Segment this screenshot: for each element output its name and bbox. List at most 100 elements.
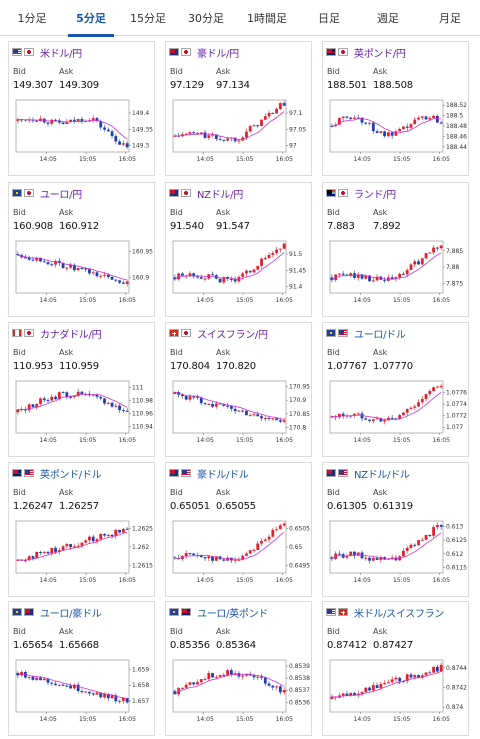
ask-value: 1.65668 <box>59 640 99 651</box>
candle <box>405 123 409 131</box>
candle <box>417 399 420 408</box>
x-tick-label: 16:05 <box>119 156 136 163</box>
candle <box>207 403 211 405</box>
pair-name-link[interactable]: スイスフラン/円 <box>197 329 268 341</box>
pair-name-link[interactable]: 米ドル/スイスフラン <box>354 608 445 620</box>
x-tick-label: 14:05 <box>197 156 214 163</box>
candle <box>61 683 65 686</box>
candle <box>402 548 405 558</box>
candle <box>203 130 207 140</box>
candle <box>35 551 39 559</box>
pair-name-link[interactable]: NZドル/ドル <box>354 469 410 481</box>
candle <box>364 274 368 280</box>
x-tick-label: 16:05 <box>119 297 136 304</box>
candle <box>118 139 121 145</box>
pair-name-link[interactable]: ユーロ/英ポンド <box>197 608 268 620</box>
candle <box>61 261 65 269</box>
pair-name-link[interactable]: カナダドル/円 <box>40 329 102 341</box>
rate-card[interactable]: 英ポンド/円 Bid Ask 188.501 188.508 188.52 188.5 188… <box>322 41 469 176</box>
moving-average-line <box>331 391 442 421</box>
candle <box>417 674 420 678</box>
rate-card[interactable]: NZドル/ドル Bid Ask 0.61305 0.61319 0.613 0.6125 0.… <box>322 462 469 597</box>
y-tick-label: 0.613 <box>446 523 463 530</box>
pair-name-link[interactable]: NZドル/円 <box>197 189 243 201</box>
pair-name-link[interactable]: 豪ドル/円 <box>197 48 239 60</box>
candle <box>226 402 230 409</box>
tab-timeframe[interactable]: 週足 <box>377 12 399 25</box>
y-tick-label: 1.0772 <box>446 413 467 420</box>
tab-timeframe[interactable]: 1時間足 <box>247 12 287 25</box>
jp-flag-icon <box>24 329 34 337</box>
x-tick-label: 16:05 <box>276 577 293 584</box>
moving-average-line <box>331 252 442 281</box>
pair-name-link[interactable]: ユーロ/円 <box>40 189 82 201</box>
moving-average-line <box>174 531 285 560</box>
rate-card[interactable]: ユーロ/ドル Bid Ask 1.07767 1.07770 1.0776 1.0774 1.… <box>322 322 469 457</box>
candle <box>383 680 387 686</box>
candle <box>184 682 188 689</box>
candle <box>252 268 256 274</box>
rate-card[interactable]: 米ドル/スイスフラン Bid Ask 0.87412 0.87427 0.8744 0.87… <box>322 601 469 736</box>
y-tick-label: 1.0774 <box>446 401 467 408</box>
y-tick-label: 0.8744 <box>446 665 467 672</box>
pair-name-link[interactable]: 豪ドル/ドル <box>197 469 249 481</box>
y-tick-label: 188.44 <box>446 144 467 151</box>
ask-label: Ask <box>216 627 231 636</box>
candle <box>420 673 424 680</box>
tab-timeframe[interactable]: 1分足 <box>17 12 47 25</box>
candle <box>402 126 405 130</box>
candle <box>432 386 435 392</box>
y-tick-label: 7.885 <box>446 248 463 255</box>
candle <box>54 681 57 686</box>
pair-name-link[interactable]: ランド/円 <box>354 189 396 201</box>
pair-name-link[interactable]: 英ポンド/ドル <box>40 469 102 481</box>
tab-timeframe[interactable]: 月足 <box>439 12 461 25</box>
candle <box>386 131 390 137</box>
y-tick-label: 111 <box>132 385 144 392</box>
gb-flag-icon <box>326 48 336 56</box>
moving-average-line <box>331 118 442 134</box>
candle <box>54 259 57 268</box>
rate-card[interactable]: ランド/円 Bid Ask 7.883 7.892 7.885 7.88 7.875 14:05… <box>322 182 469 317</box>
rate-card[interactable]: ユーロ/円 Bid Ask 160.908 160.912 160.95 160.9 14:0… <box>8 182 155 317</box>
candle <box>121 527 125 534</box>
y-tick-label: 1.2625 <box>132 525 153 532</box>
tab-timeframe[interactable]: 30分足 <box>188 12 224 25</box>
candle <box>207 670 211 681</box>
pair-name-link[interactable]: 英ポンド/円 <box>354 48 406 60</box>
candle <box>16 671 20 679</box>
y-tick-label: 188.48 <box>446 123 467 130</box>
candle <box>252 124 256 127</box>
tab-timeframe[interactable]: 5分足 <box>60 0 122 37</box>
rate-card[interactable]: ユーロ/英ポンド Bid Ask 0.85356 0.85364 0.8539 0.8538… <box>165 601 312 736</box>
candle <box>439 384 443 390</box>
candle <box>121 697 125 704</box>
candle <box>192 681 196 686</box>
candle <box>371 277 375 283</box>
eu-flag-icon <box>169 608 179 616</box>
bid-value: 7.883 <box>327 221 355 232</box>
us-flag-icon <box>24 469 34 477</box>
pair-name-link[interactable]: 米ドル/円 <box>40 48 82 60</box>
pair-name-link[interactable]: ユーロ/ドル <box>354 329 406 341</box>
candle <box>341 116 345 121</box>
candle <box>282 522 286 528</box>
rate-card[interactable]: 英ポンド/ドル Bid Ask 1.26247 1.26257 1.2625 1.262 1.… <box>8 462 155 597</box>
rate-card[interactable]: ユーロ/豪ドル Bid Ask 1.65654 1.65668 1.659 1.658 1.6… <box>8 601 155 736</box>
candle <box>233 670 237 675</box>
tab-timeframe[interactable]: 日足 <box>318 12 340 25</box>
tab-timeframe[interactable]: 15分足 <box>130 12 166 25</box>
ask-label: Ask <box>59 627 74 636</box>
rate-card[interactable]: スイスフラン/円 Bid Ask 170.804 170.820 170.95 170.9 1… <box>165 322 312 457</box>
candle <box>435 522 439 531</box>
rate-card[interactable]: カナダドル/円 Bid Ask 110.953 110.959 111 110.98 110.… <box>8 322 155 457</box>
rate-card[interactable]: 米ドル/円 Bid Ask 149.307 149.309 149.4 149.35 149.… <box>8 41 155 176</box>
candle <box>203 402 207 406</box>
rate-card[interactable]: 豪ドル/ドル Bid Ask 0.65051 0.65055 0.6505 0.65 0.64… <box>165 462 312 597</box>
rate-card[interactable]: NZドル/円 Bid Ask 91.540 91.547 91.5 91.45 91.4 14:… <box>165 182 312 317</box>
bid-value: 91.540 <box>170 221 204 232</box>
y-tick-label: 170.8 <box>289 425 306 432</box>
candle <box>390 414 394 420</box>
rate-card[interactable]: 豪ドル/円 Bid Ask 97.129 97.134 97.1 97.05 97 14:05 1… <box>165 41 312 176</box>
pair-name-link[interactable]: ユーロ/豪ドル <box>40 608 102 620</box>
